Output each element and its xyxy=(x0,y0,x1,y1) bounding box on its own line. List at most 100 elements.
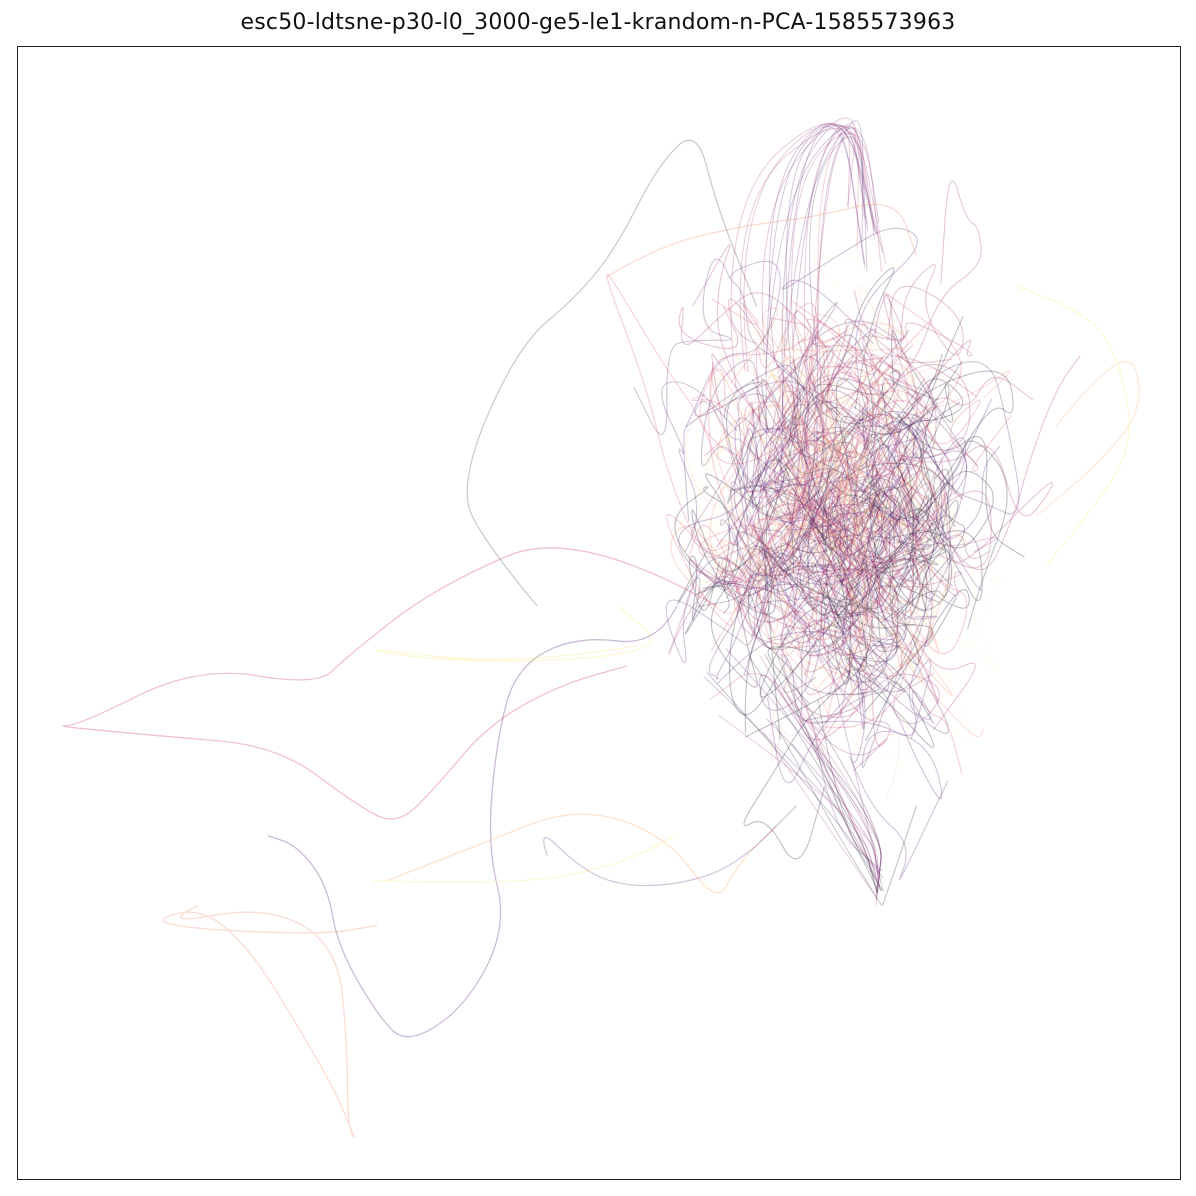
trajectory-line xyxy=(891,316,964,459)
trajectory-line xyxy=(752,427,923,510)
outlier-trajectory-line xyxy=(543,805,798,887)
trajectory-line xyxy=(897,445,1053,563)
trajectory-line xyxy=(869,440,1008,630)
outlier-trajectory-line xyxy=(1016,285,1130,567)
trajectory-line xyxy=(807,328,876,516)
trajectory-line xyxy=(821,458,915,629)
trajectory-line xyxy=(726,526,806,633)
trajectory-line xyxy=(848,469,947,573)
trajectory-line xyxy=(811,468,947,592)
trajectory-line xyxy=(812,497,888,630)
trajectory-line xyxy=(815,379,976,702)
trajectory-line xyxy=(757,418,857,639)
trajectory-line xyxy=(756,399,1012,529)
trajectory-line xyxy=(712,377,1034,582)
trajectory-line xyxy=(827,656,884,892)
trajectory-line xyxy=(716,473,797,685)
trajectory-line xyxy=(715,512,877,599)
trajectory-line xyxy=(689,298,808,630)
trajectory-line xyxy=(864,401,983,713)
trajectory-line xyxy=(759,350,902,698)
trajectory-line xyxy=(799,334,874,633)
trajectory-line xyxy=(785,440,938,558)
outlier-trajectory-line xyxy=(1035,361,1140,517)
trajectory-line xyxy=(773,371,885,615)
trajectory-line xyxy=(803,132,876,493)
trajectory-line xyxy=(751,390,801,523)
trajectory-line xyxy=(811,501,982,618)
trajectory-line xyxy=(710,463,880,651)
trajectory-line xyxy=(711,353,855,492)
trajectory-line xyxy=(729,307,908,386)
trajectory-line xyxy=(722,420,826,587)
trajectory-line xyxy=(703,676,878,881)
trajectory-line xyxy=(825,492,931,603)
trajectory-line xyxy=(787,708,878,874)
trajectory-line xyxy=(738,519,848,650)
outlier-trajectory-line xyxy=(466,139,758,607)
outlier-trajectory-line xyxy=(881,805,918,906)
trajectory-line xyxy=(764,126,880,375)
trajectory-line xyxy=(761,456,868,672)
trajectory-line xyxy=(721,342,807,528)
trajectory-line xyxy=(692,244,989,580)
trajectory-line xyxy=(794,481,870,560)
trajectory-line xyxy=(716,510,854,726)
plot-area xyxy=(17,46,1181,1180)
trajectory-line xyxy=(823,505,869,718)
trajectory-line xyxy=(751,318,868,538)
trajectory-line xyxy=(757,377,889,548)
trajectory-line xyxy=(758,320,896,693)
trajectory-line xyxy=(760,466,965,549)
trajectory-line xyxy=(700,315,863,531)
trajectory-line xyxy=(788,362,934,583)
outlier-trajectory-line xyxy=(163,904,378,1139)
trajectory-line xyxy=(725,647,882,892)
trajectory-line xyxy=(756,499,953,696)
trajectory-line xyxy=(790,415,889,557)
trajectory-line xyxy=(680,434,758,584)
trajectory-line xyxy=(694,393,800,486)
trajectory-line xyxy=(773,507,877,660)
chart-title: esc50-ldtsne-p30-l0_3000-ge5-le1-krandom… xyxy=(240,10,956,35)
trajectory-line xyxy=(780,485,914,637)
trajectory-lines xyxy=(62,117,1140,1139)
trajectory-line xyxy=(811,424,875,655)
trajectory-line xyxy=(807,736,882,900)
trajectory-line xyxy=(865,401,966,742)
trajectory-line xyxy=(783,335,914,430)
trajectory-line xyxy=(822,536,891,636)
trajectory-line xyxy=(771,665,901,798)
trajectory-line xyxy=(782,384,891,699)
trajectory-line xyxy=(767,631,949,881)
trajectory-line xyxy=(804,377,934,696)
trajectory-line xyxy=(691,427,797,615)
trajectory-line xyxy=(817,431,921,571)
trajectory-line xyxy=(859,284,941,510)
trajectory-line xyxy=(764,653,878,894)
trajectory-line xyxy=(909,515,970,647)
trajectory-line xyxy=(815,363,936,520)
trajectory-line xyxy=(741,408,915,614)
trajectory-line xyxy=(800,439,902,523)
trajectory-line xyxy=(889,550,972,742)
trajectory-line xyxy=(705,473,939,613)
trajectory-line xyxy=(785,315,956,613)
trajectory-line xyxy=(744,302,875,504)
trajectory-line xyxy=(771,469,875,646)
trajectory-line xyxy=(743,449,887,676)
trajectory-line xyxy=(733,428,874,604)
outlier-trajectory-line xyxy=(267,605,678,1038)
trajectory-line xyxy=(826,523,940,672)
trajectory-line xyxy=(860,320,931,554)
trajectory-line xyxy=(841,448,957,611)
trajectory-line xyxy=(853,467,956,621)
trajectory-line xyxy=(791,377,919,592)
trajectory-line xyxy=(894,609,985,738)
trajectory-line xyxy=(711,298,858,599)
trajectory-line xyxy=(751,378,875,545)
trajectory-line xyxy=(778,398,870,551)
trajectory-line xyxy=(806,511,894,752)
trajectory-line xyxy=(749,387,918,533)
trajectory-line xyxy=(739,128,851,372)
